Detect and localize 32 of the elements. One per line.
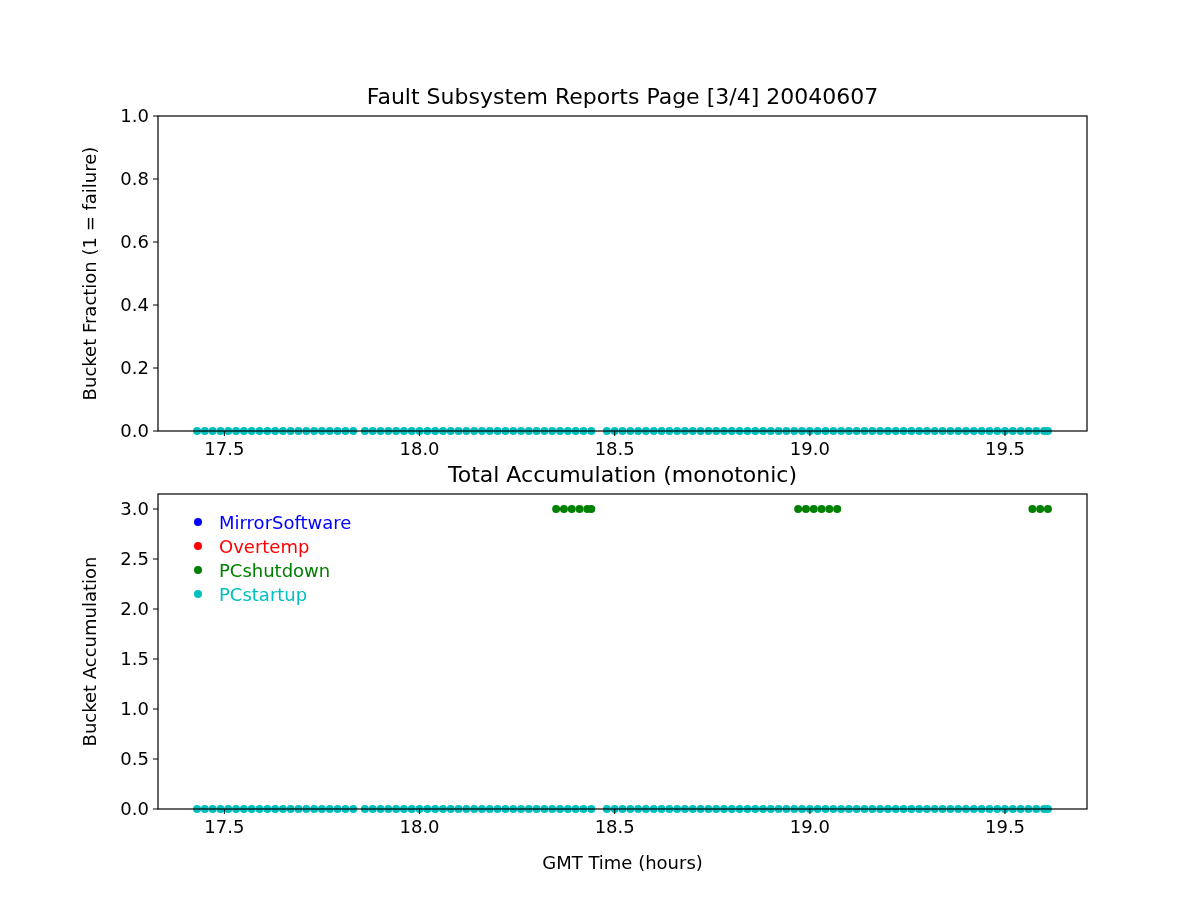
x-tick-label: 18.5	[594, 816, 635, 837]
y-tick-label: 0.2	[120, 357, 149, 378]
y-tick-label: 1.0	[120, 105, 149, 126]
y-tick-label: 3.0	[120, 498, 149, 519]
y-axis-title: Bucket Accumulation	[79, 556, 100, 747]
legend-label: PCstartup	[219, 584, 308, 605]
y-tick-label: 0.0	[120, 798, 149, 819]
x-tick-label: 18.5	[594, 438, 635, 459]
y-tick-label: 0.8	[120, 168, 149, 189]
y-tick-label: 1.5	[120, 648, 149, 669]
legend-label: Overtemp	[219, 536, 310, 557]
y-tick-label: 2.5	[120, 548, 149, 569]
x-tick-label: 18.0	[399, 816, 440, 837]
x-axis-title: GMT Time (hours)	[542, 852, 703, 873]
x-tick-label: 19.5	[984, 438, 1026, 459]
chart-title: Total Accumulation (monotonic)	[447, 462, 797, 487]
x-tick-label: 19.0	[789, 438, 830, 459]
x-tick-label: 19.0	[789, 816, 830, 837]
x-tick-label: 17.5	[204, 816, 245, 837]
y-tick-label: 1.0	[120, 698, 149, 719]
y-tick-label: 0.4	[120, 294, 149, 315]
x-tick-label: 19.5	[984, 816, 1026, 837]
legend-label: PCshutdown	[219, 560, 331, 581]
chart-title: Fault Subsystem Reports Page [3/4] 20040607	[366, 84, 879, 109]
legend-label: MirrorSoftware	[219, 512, 352, 533]
y-axis-title: Bucket Fraction (1 = failure)	[79, 146, 100, 401]
x-tick-label: 18.0	[399, 438, 440, 459]
x-tick-label: 17.5	[204, 438, 245, 459]
y-tick-label: 0.6	[120, 231, 149, 252]
y-tick-label: 0.5	[120, 748, 149, 769]
y-tick-label: 2.0	[120, 598, 149, 619]
y-tick-label: 0.0	[120, 420, 149, 441]
